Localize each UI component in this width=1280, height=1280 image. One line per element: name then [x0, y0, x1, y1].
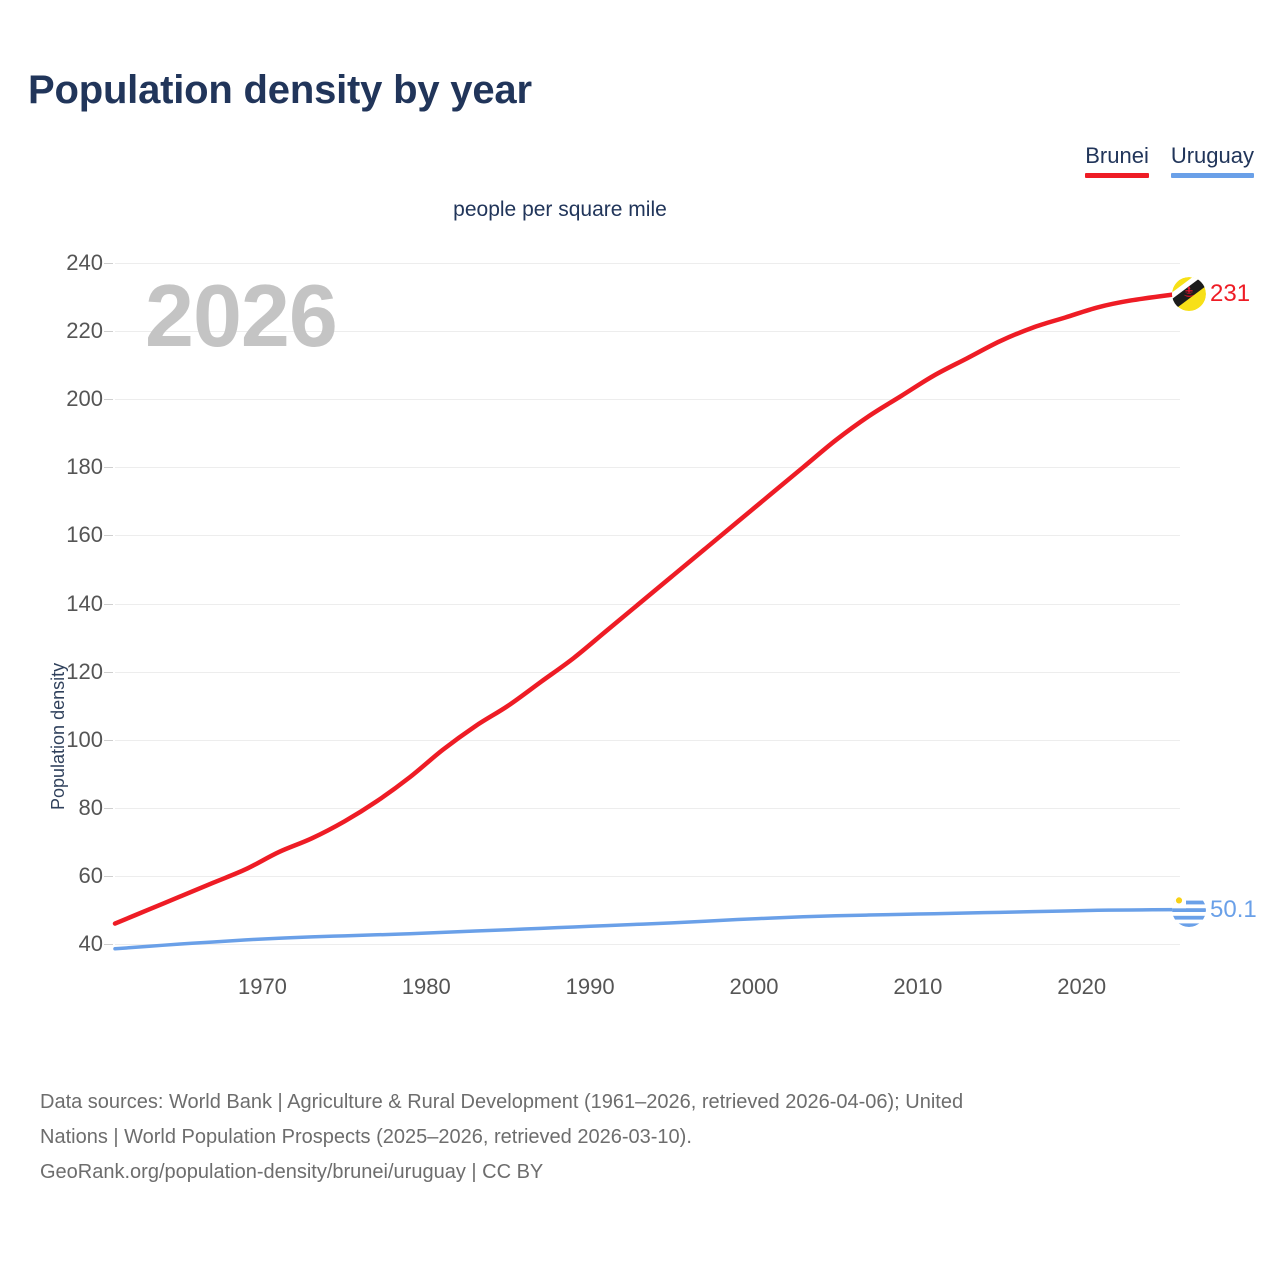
x-tick-label: 2000 [729, 974, 779, 999]
chart-subtitle: people per square mile [453, 198, 667, 221]
y-tick-dash [104, 399, 113, 401]
y-tick-dash [104, 807, 113, 809]
x-tick-label: 1990 [565, 974, 615, 999]
footer-line-2: Nations | World Population Prospects (20… [40, 1126, 692, 1148]
brunei-flag-icon [1172, 276, 1206, 311]
page-title: Population density by year [28, 68, 532, 112]
line-uruguay[interactable] [113, 907, 1182, 951]
gridline [115, 331, 1180, 333]
gridline [115, 467, 1180, 469]
uruguay-flag-icon [1172, 892, 1206, 927]
y-tick-dash [104, 467, 113, 469]
gridline [115, 263, 1180, 264]
y-tick-dash [104, 263, 113, 264]
x-tick-label: 2020 [1057, 974, 1107, 999]
y-tick-dash [104, 739, 113, 741]
y-tick-dash [104, 944, 113, 945]
y-tick-label: 60 [78, 862, 103, 888]
legend-item-uruguay[interactable]: Uruguay [1170, 143, 1254, 178]
legend-label-brunei: Brunei [1085, 143, 1149, 168]
legend-label-uruguay: Uruguay [1170, 143, 1254, 168]
gridline [115, 603, 1180, 605]
endpoint-brunei[interactable]: 231 [1172, 276, 1251, 311]
plot-area: 40 60 80 100 120 140 160 180 200 220 240 1970 1980 1… [66, 250, 1256, 999]
endpoint-value-uruguay: 50.1 [1210, 895, 1257, 923]
gridline [115, 944, 1180, 945]
footer-line-3: GeoRank.org/population-density/brunei/ur… [40, 1161, 544, 1183]
gridline [115, 875, 1180, 877]
y-tick-label: 100 [66, 726, 103, 752]
gridline [115, 535, 1180, 537]
footer-sources: Data sources: World Bank | Agriculture &… [40, 1085, 1260, 1190]
y-tick-label: 220 [66, 318, 103, 344]
legend-color-swatch-uruguay [1170, 173, 1254, 178]
x-tick-label: 1980 [401, 974, 451, 999]
y-tick-label: 140 [66, 590, 103, 616]
legend-item-brunei[interactable]: Brunei [1085, 143, 1149, 178]
legend-color-swatch-brunei [1085, 173, 1149, 178]
y-tick-label: 160 [66, 522, 103, 548]
y-tick-dash [104, 603, 113, 605]
endpoint-value-brunei: 231 [1210, 279, 1251, 307]
y-tick-label: 200 [66, 386, 103, 412]
footer-line-1: Data sources: World Bank | Agriculture &… [40, 1091, 964, 1113]
gridline [115, 807, 1180, 809]
chart-legend: Brunei Uruguay [1085, 143, 1254, 178]
y-tick-dash [104, 875, 113, 877]
y-tick-label: 40 [78, 931, 103, 956]
x-tick-label: 1970 [237, 974, 287, 999]
gridline [115, 671, 1180, 673]
series-lines [112, 291, 1183, 951]
year-watermark: 2026 [145, 266, 338, 365]
y-tick-label: 240 [66, 250, 103, 275]
y-tick-dash [104, 535, 113, 537]
y-tick-label: 180 [66, 454, 103, 480]
endpoint-uruguay[interactable]: 50.1 [1172, 892, 1257, 927]
y-tick-dash [104, 671, 113, 673]
gridline [115, 739, 1180, 741]
x-tick-label: 2010 [893, 974, 943, 999]
y-tick-dash [104, 331, 113, 333]
y-tick-label: 80 [78, 794, 103, 820]
chart-container: people per square mile Population densit… [0, 190, 1280, 1060]
gridline [115, 399, 1180, 401]
line-brunei[interactable] [112, 291, 1183, 926]
y-tick-label: 120 [66, 658, 103, 684]
